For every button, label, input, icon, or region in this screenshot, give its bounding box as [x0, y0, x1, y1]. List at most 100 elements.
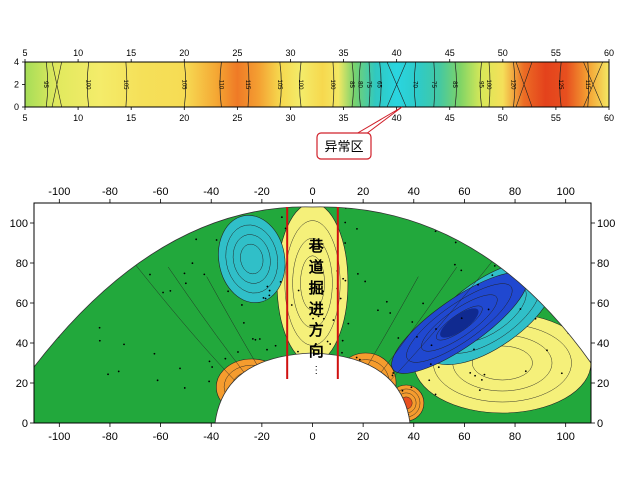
survey-point [560, 372, 563, 375]
semi-y-tick-label: 0 [597, 418, 603, 430]
strip-contour-line [583, 62, 603, 107]
strip-contour-line [299, 62, 302, 107]
semi-x-tick-label: 0 [309, 431, 315, 443]
survey-point [401, 389, 404, 392]
strip-x-tick-label: 5 [22, 48, 27, 58]
zone-contour-line [406, 283, 513, 363]
survey-point [274, 344, 277, 347]
survey-point [156, 379, 159, 382]
strip-y-ticks: 0 2 4 [14, 57, 25, 112]
survey-point [391, 374, 394, 377]
survey-point [208, 380, 211, 383]
tunnel-label-char: 巷 [308, 237, 325, 255]
survey-point [428, 379, 431, 382]
survey-point [215, 239, 218, 241]
strip-x-ticks-bottom: 5 10 15 20 25 30 35 40 45 50 55 60 [22, 107, 614, 123]
survey-point [326, 340, 329, 343]
survey-point [434, 230, 437, 233]
strip-x-tick-label: 10 [73, 113, 83, 123]
strip-contour-line [368, 62, 371, 107]
semi-y-tick-label: 80 [597, 258, 609, 270]
survey-point [280, 216, 283, 219]
strip-contour-line [183, 62, 187, 107]
strip-contour-line [45, 62, 49, 107]
survey-point [344, 221, 347, 224]
semi-y-tick-label: 60 [16, 298, 28, 310]
strip-contour-line [587, 62, 590, 107]
strip-contour-label: 120 [509, 79, 515, 90]
strip-contour-label: 110 [217, 80, 223, 90]
strip-x-tick-label: 35 [339, 48, 349, 58]
strip-contour-label: 85 [348, 81, 354, 88]
strip-contour-labels: 95 100 105 105 110 115 105 100 100 85 80 75 65 70 75 85… [42, 79, 590, 90]
strip-x-tick-label: 45 [445, 113, 455, 123]
survey-point [487, 308, 490, 311]
survey-point [429, 363, 432, 366]
annotation-box [316, 132, 372, 160]
strip-contour-label: 70 [412, 81, 418, 88]
strip-contour-label: 100 [297, 79, 303, 90]
semi-x-tick-label: -40 [203, 431, 219, 443]
strip-contour-label: 75 [430, 81, 436, 88]
survey-point [224, 357, 227, 360]
strip-contour-label: 65 [376, 81, 382, 88]
strip-contour-line [386, 62, 407, 107]
survey-point [453, 263, 456, 266]
strip-x-tick-label: 25 [232, 113, 242, 123]
survey-point [149, 273, 151, 276]
tunnel-label-char: 道 [309, 258, 324, 276]
survey-point [491, 274, 494, 277]
strip-contour-line [454, 62, 457, 107]
survey-point [191, 262, 194, 265]
survey-point [344, 242, 347, 244]
semi-y-tick-label: 80 [16, 258, 28, 270]
strip-contour-line [247, 62, 250, 107]
semi-x-tick-label: -40 [203, 186, 219, 198]
semi-y-tick-label: 20 [597, 378, 609, 390]
survey-point [317, 315, 320, 318]
survey-point [297, 289, 300, 292]
survey-point [430, 344, 433, 347]
survey-point [162, 291, 164, 294]
survey-point [279, 280, 282, 283]
survey-point [483, 373, 486, 376]
survey-point [469, 371, 472, 374]
zone-low-core [440, 308, 479, 338]
survey-point [262, 296, 265, 299]
survey-point [258, 338, 261, 340]
survey-point [254, 338, 257, 341]
strip-y-tick-label: 2 [14, 80, 19, 90]
survey-point [341, 351, 343, 354]
survey-point [422, 302, 425, 305]
strip-contour-label: 100 [329, 79, 335, 90]
zone-contour-line [436, 305, 483, 341]
survey-point [123, 343, 125, 346]
zone-contour-line [225, 224, 278, 294]
survey-point [460, 269, 463, 272]
survey-point [397, 337, 400, 339]
survey-point [356, 272, 359, 275]
strip-x-tick-label: 40 [392, 48, 402, 58]
strip-x-tick-label: 5 [22, 113, 27, 123]
excavation-void [214, 352, 411, 424]
semi-y-tick-label: 40 [597, 338, 609, 350]
semi-y-tick-label: 20 [16, 378, 28, 390]
strip-x-tick-label: 20 [179, 48, 189, 58]
strip-contour-line [219, 62, 222, 107]
survey-point [344, 279, 347, 282]
strip-contour-line [379, 62, 382, 107]
zone-contour-line [300, 255, 325, 311]
semi-x-tick-label: 80 [509, 186, 521, 198]
survey-point [211, 366, 214, 368]
survey-point [266, 285, 269, 288]
survey-point [98, 339, 101, 342]
strip-contour-line [488, 62, 491, 107]
zone-contour-line [421, 294, 498, 352]
semi-x-tick-label: 40 [408, 186, 420, 198]
semi-y-tick-label: 0 [22, 418, 28, 430]
survey-point [477, 283, 479, 286]
survey-point [227, 290, 230, 293]
survey-point [290, 304, 293, 306]
survey-point [317, 267, 319, 270]
